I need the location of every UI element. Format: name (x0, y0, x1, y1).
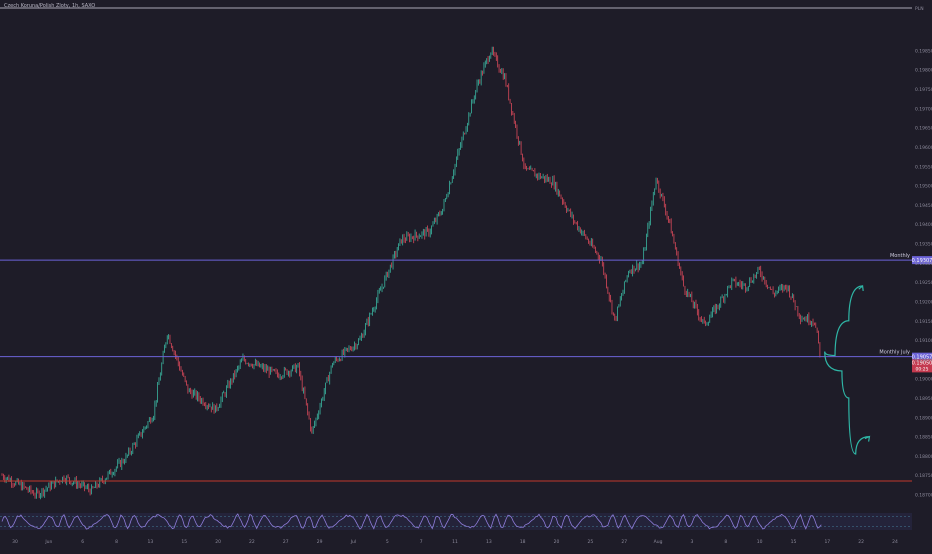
y-tick-label: 0.19300 (915, 261, 932, 267)
x-tick-label: 29 (317, 539, 323, 545)
x-tick-label: 11 (452, 539, 458, 545)
x-tick-label: 18 (520, 539, 526, 545)
level-label-1: Monthly July (879, 350, 910, 356)
x-tick-label: 8 (115, 539, 118, 545)
level-price-tag-1 (912, 352, 932, 361)
projection-up-arrow (824, 285, 863, 357)
x-tick-label: 27 (621, 539, 627, 545)
x-tick-label: 5 (386, 539, 389, 545)
x-tick-label: Jul (350, 539, 356, 545)
projection-layer (824, 284, 871, 455)
symbol-title[interactable]: Czech Koruna/Polish Zloty, 1h, SAXO (4, 3, 96, 9)
x-tick-label: 20 (215, 539, 221, 545)
x-tick-label: 13 (486, 539, 492, 545)
current-price-text: 0.19050 (912, 360, 932, 366)
x-tick-label: 8 (724, 539, 727, 545)
oscillator-line (1, 513, 822, 530)
y-tick-label: 0.19400 (915, 222, 932, 228)
y-tick-label: 0.19850 (915, 48, 932, 54)
y-tick-label: 0.19650 (915, 126, 932, 132)
level-label-0: Monthly (890, 253, 910, 259)
x-tick-label: 20 (554, 539, 560, 545)
x-tick-label: 13 (148, 539, 154, 545)
x-tick-label: 7 (420, 539, 423, 545)
x-tick-label: 15 (181, 539, 187, 545)
x-tick-label: 17 (824, 539, 830, 545)
time-axis[interactable]: 30 Jun 6 8 13 15 20 22 27 29 Jul 5 7 11 13 18 20 25 27 Aug 3… (12, 539, 898, 545)
current-price-tag (912, 359, 932, 373)
level-price-text-0: 0.19307 (912, 258, 932, 264)
x-tick-label: 30 (12, 539, 18, 545)
projection-down-arrow (824, 351, 870, 455)
y-tick-label: 0.19550 (915, 164, 932, 170)
y-tick-label: 0.19150 (915, 319, 932, 325)
x-tick-label: 3 (690, 539, 693, 545)
y-tick-label: 0.19600 (915, 145, 932, 151)
y-tick-label: 0.18850 (915, 435, 932, 441)
x-tick-label: 22 (858, 539, 864, 545)
projection-up-arrow-head (858, 284, 864, 292)
y-tick-label: 0.19800 (915, 68, 932, 74)
x-tick-label: 15 (791, 539, 797, 545)
levels-layer: Monthly Monthly July (0, 7, 912, 482)
y-tick-label: 0.19750 (915, 87, 932, 93)
x-tick-label: 10 (757, 539, 763, 545)
level-price-text-1: 0.19057 (912, 355, 932, 361)
y-tick-label: 0.19100 (915, 338, 932, 344)
x-tick-label: 22 (249, 539, 255, 545)
y-tick-label: 0.19700 (915, 106, 932, 112)
x-tick-label: 27 (283, 539, 289, 545)
candles-layer (1, 46, 821, 500)
y-tick-label: 0.18750 (915, 473, 932, 479)
currency-label: PLN (915, 6, 924, 12)
y-tick-label: 0.18700 (915, 493, 932, 499)
level-price-tag-0 (912, 256, 932, 265)
y-tick-label: 0.18900 (915, 415, 932, 421)
y-tick-label: 0.18800 (915, 454, 932, 460)
oscillator-pane (0, 513, 912, 530)
y-tick-label: 0.19050 (915, 357, 932, 363)
y-tick-label: 0.19450 (915, 203, 932, 209)
oscillator-background (0, 513, 912, 530)
projection-down-arrow-head (864, 435, 871, 442)
x-tick-label: 24 (892, 539, 898, 545)
y-tick-label: 0.19500 (915, 184, 932, 190)
y-tick-label: 0.18950 (915, 396, 932, 402)
y-tick-label: 0.19200 (915, 299, 932, 305)
x-tick-label: 25 (588, 539, 594, 545)
x-tick-label: Jun (44, 539, 52, 545)
x-tick-label: Aug (654, 539, 663, 545)
current-price-countdown: 00:25 (916, 366, 929, 372)
y-tick-label: 0.19000 (915, 377, 932, 383)
y-tick-label: 0.19250 (915, 280, 932, 286)
y-tick-label: 0.19350 (915, 242, 932, 248)
x-tick-label: 6 (81, 539, 84, 545)
